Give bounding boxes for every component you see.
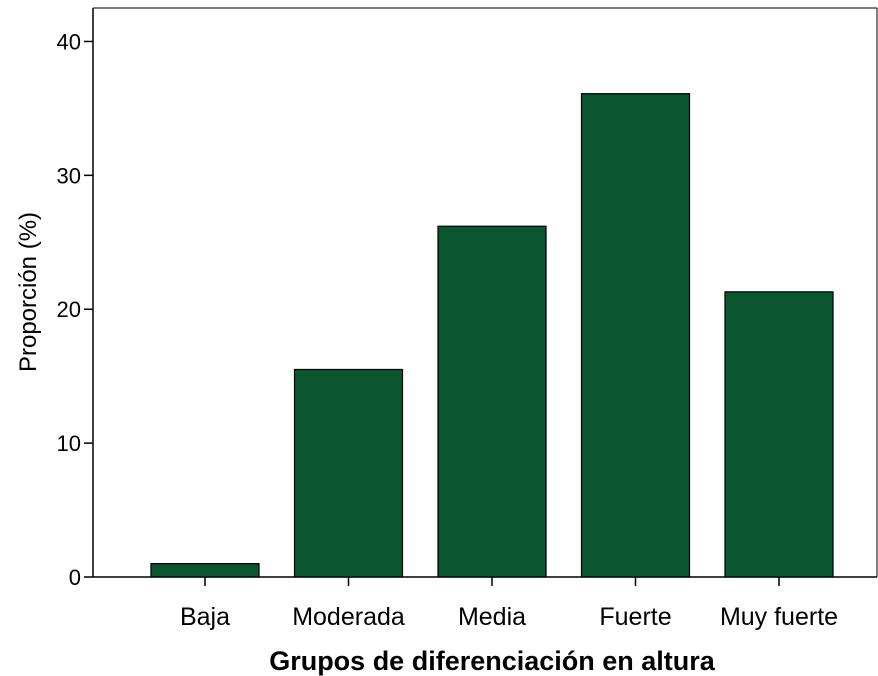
bar-moderada [293,368,404,578]
bar-baja [150,563,260,578]
x-tick-label: Media [458,603,526,631]
bars-group [150,93,834,578]
y-tick-label: 10 [57,431,81,456]
y-tick-label: 0 [69,565,81,590]
bar-fuerte [580,93,691,578]
y-tick-label: 40 [57,29,81,54]
y-axis-ticks: 0 10 20 30 40 [57,29,93,590]
x-tick-label: Baja [180,603,230,631]
y-axis-title: Proporción (%) [15,212,42,372]
x-tick-label: Moderada [292,603,405,631]
y-tick-label: 20 [57,297,81,322]
bar-media [437,225,547,578]
x-tick-label: Fuerte [599,603,671,631]
x-tick-label: Muy fuerte [720,603,838,631]
y-tick-label: 30 [57,163,81,188]
x-axis-title: Grupos de diferenciación en altura [269,646,716,676]
x-axis-ticks: Baja Moderada Media Fuerte Muy fuerte [180,577,838,631]
bar-muy-fuerte [724,291,834,578]
